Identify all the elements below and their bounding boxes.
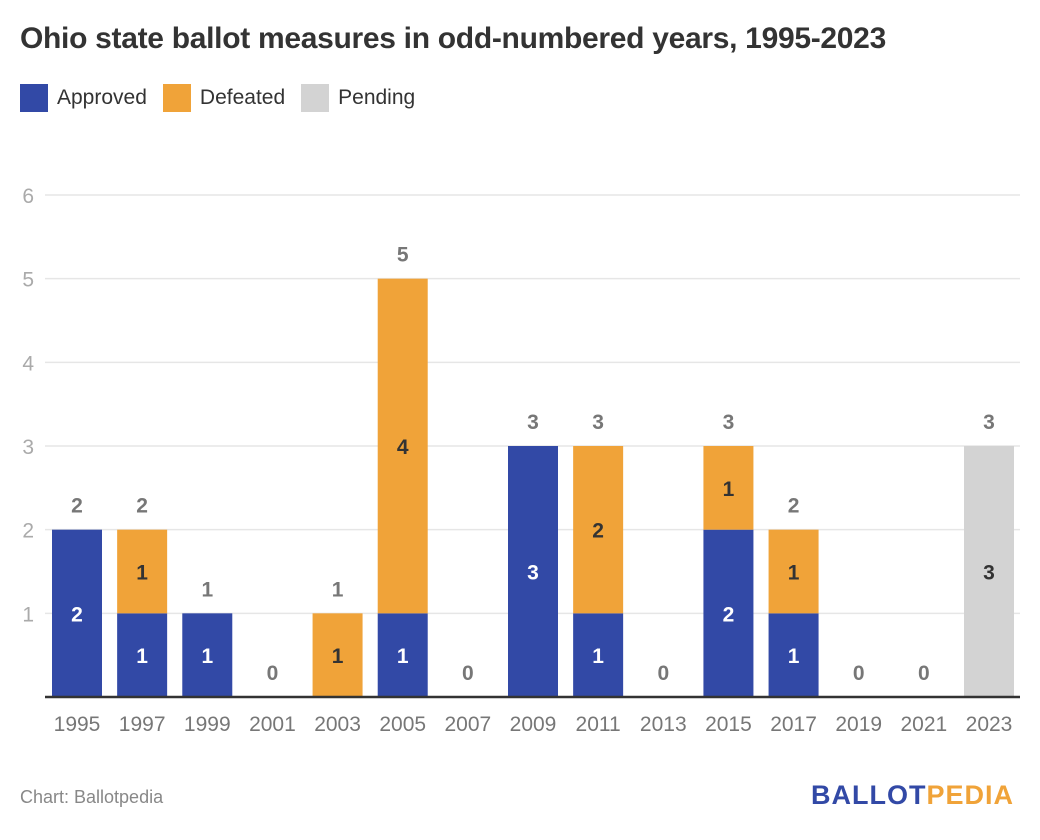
segment-value-label: 2 (71, 603, 83, 626)
x-tick-label: 2009 (510, 713, 557, 736)
segment-value-label: 1 (136, 645, 148, 668)
segment-value-label: 2 (723, 603, 735, 626)
y-tick-label: 2 (22, 520, 34, 543)
segment-value-label: 3 (983, 562, 995, 585)
chart-title: Ohio state ballot measures in odd-number… (20, 22, 886, 55)
legend-label-approved: Approved (57, 86, 147, 109)
segment-value-label: 1 (592, 645, 604, 668)
y-tick-label: 1 (22, 603, 34, 626)
segment-value-label: 1 (788, 562, 800, 585)
segment-value-label: 1 (397, 645, 409, 668)
segment-value-label: 1 (136, 562, 148, 585)
bar-segment-defeated (312, 613, 363, 697)
x-tick-label: 2021 (900, 713, 947, 736)
bar-segment-defeated (377, 278, 428, 614)
bar-segment-approved (52, 529, 102, 697)
x-tick-label: 1997 (119, 713, 166, 736)
legend-swatch-defeated (162, 84, 191, 112)
total-value-label: 3 (592, 411, 604, 434)
segment-value-label: 1 (201, 645, 213, 668)
x-tick-label: 2005 (379, 713, 426, 736)
x-tick-label: 2023 (966, 713, 1013, 736)
total-value-label: 0 (918, 662, 930, 685)
logo-part-ballot: BALLOT (810, 780, 927, 810)
x-tick-label: 2001 (249, 713, 296, 736)
logo-part-pedia: PEDIA (926, 780, 1014, 810)
legend-item-defeated: Defeated (162, 84, 286, 112)
total-value-label: 3 (723, 411, 735, 434)
total-value-label: 3 (527, 411, 539, 434)
bar-segment-approved (768, 613, 819, 697)
bar-segment-defeated (117, 529, 168, 614)
bar-segment-defeated (703, 446, 754, 530)
x-tick-label: 2003 (314, 713, 361, 736)
bar-segment-pending (964, 446, 1014, 697)
total-value-label: 2 (136, 495, 148, 518)
bar-segment-approved (508, 446, 558, 697)
bar-segment-approved (182, 613, 233, 697)
legend-swatch-approved (20, 84, 48, 112)
total-value-label: 0 (853, 662, 865, 685)
bar-segment-approved (703, 529, 754, 697)
segment-value-label: 1 (723, 478, 735, 501)
segment-value-label: 1 (788, 645, 800, 668)
bar-segment-approved (377, 613, 428, 697)
y-tick-label: 5 (22, 269, 34, 292)
segment-value-label: 3 (527, 562, 539, 585)
total-value-label: 1 (201, 578, 213, 601)
x-tick-label: 2019 (835, 713, 882, 736)
segment-value-label: 1 (332, 645, 344, 668)
legend-label-pending: Pending (338, 86, 416, 109)
total-value-label: 1 (332, 578, 344, 601)
y-tick-label: 3 (22, 436, 34, 459)
legend-item-pending: Pending (301, 84, 415, 112)
total-value-label: 2 (71, 495, 83, 518)
x-tick-label: 1995 (54, 713, 101, 736)
x-tick-label: 2011 (576, 713, 621, 736)
total-value-label: 0 (657, 662, 669, 685)
bar-segment-defeated (573, 446, 624, 614)
legend-label-defeated: Defeated (199, 86, 286, 109)
bar-segment-defeated (768, 529, 819, 614)
bar-segment-approved (573, 613, 624, 697)
x-tick-label: 2013 (640, 713, 687, 736)
legend-item-approved: Approved (20, 84, 147, 112)
total-value-label: 0 (462, 662, 474, 685)
x-tick-label: 2007 (444, 713, 491, 736)
chart-source: Chart: Ballotpedia (20, 787, 164, 807)
ballotpedia-logo: BALLOTPEDIA (811, 780, 1014, 811)
total-value-label: 3 (983, 411, 995, 434)
x-tick-label: 1999 (184, 713, 231, 736)
bar-segment-approved (117, 613, 168, 697)
total-value-label: 5 (397, 244, 409, 267)
legend: Approved Defeated Pending (20, 84, 431, 112)
legend-swatch-pending (301, 84, 330, 112)
x-tick-label: 2015 (705, 713, 752, 736)
segment-value-label: 4 (397, 436, 409, 459)
segment-value-label: 2 (592, 520, 604, 543)
x-tick-label: 2017 (770, 713, 817, 736)
y-tick-label: 4 (22, 352, 34, 375)
y-tick-label: 6 (22, 185, 34, 208)
total-value-label: 2 (788, 495, 800, 518)
total-value-label: 0 (267, 662, 279, 685)
